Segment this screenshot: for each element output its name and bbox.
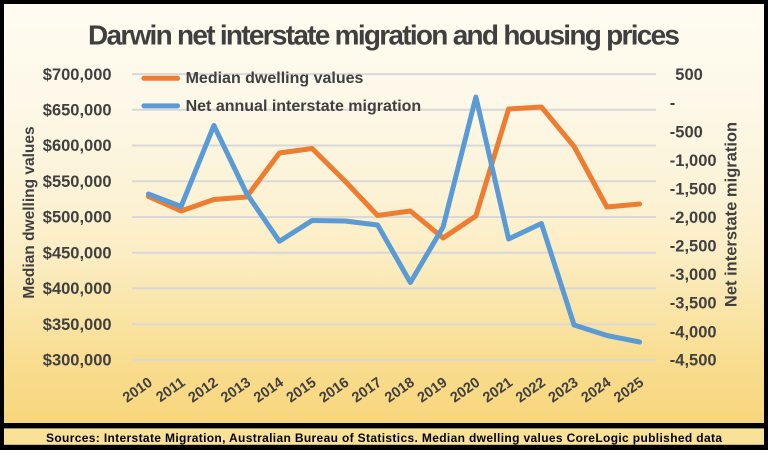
- svg-text:$550,000: $550,000: [43, 173, 112, 191]
- svg-text:-: -: [670, 95, 676, 113]
- svg-text:$650,000: $650,000: [43, 102, 112, 120]
- svg-text:-500: -500: [670, 123, 703, 141]
- svg-text:500: 500: [675, 66, 703, 84]
- svg-text:Sources: Interstate Migration,: Sources: Interstate Migration, Australia…: [46, 431, 722, 445]
- svg-text:-2,000: -2,000: [670, 209, 717, 227]
- svg-text:Median dwelling values: Median dwelling values: [186, 70, 364, 87]
- svg-text:$700,000: $700,000: [43, 66, 112, 84]
- svg-text:$450,000: $450,000: [43, 244, 112, 262]
- svg-text:Median dwelling values: Median dwelling values: [21, 126, 38, 298]
- svg-text:-3,000: -3,000: [670, 266, 717, 284]
- svg-text:-4,000: -4,000: [670, 323, 717, 341]
- svg-text:-2,500: -2,500: [670, 238, 717, 256]
- svg-text:$350,000: $350,000: [43, 316, 112, 334]
- svg-text:$500,000: $500,000: [43, 209, 112, 227]
- svg-text:Net annual interstate migratio: Net annual interstate migration: [186, 98, 422, 115]
- svg-text:Net interstate migration: Net interstate migration: [723, 122, 741, 307]
- svg-text:$300,000: $300,000: [43, 352, 112, 370]
- svg-text:-3,500: -3,500: [670, 295, 717, 313]
- svg-text:-1,000: -1,000: [670, 152, 717, 170]
- svg-text:$600,000: $600,000: [43, 137, 112, 155]
- svg-text:-4,500: -4,500: [670, 352, 717, 370]
- svg-text:-1,500: -1,500: [670, 180, 717, 198]
- svg-text:Darwin net interstate migratio: Darwin net interstate migration and hous…: [88, 20, 680, 51]
- svg-text:$400,000: $400,000: [43, 280, 112, 298]
